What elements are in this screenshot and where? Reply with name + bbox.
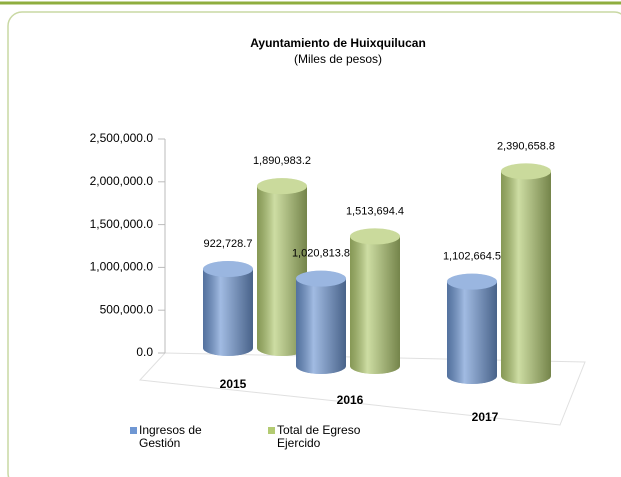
x-tick-label: 2017	[472, 410, 499, 424]
bar-shade	[447, 281, 497, 376]
legend-label: Ingresos de Gestión	[139, 423, 202, 450]
cylinder-top	[447, 273, 497, 290]
bar-shade	[203, 269, 253, 348]
chart-title: Ayuntamiento de Huixquilucan	[250, 36, 426, 50]
cylinder-top	[296, 270, 346, 287]
data-label: 1,020,813.8	[292, 248, 350, 260]
cylinder-top-light	[350, 228, 400, 245]
x-tick-label: 2015	[220, 377, 247, 391]
legend-item: Ingresos de Gestión	[130, 424, 240, 450]
chart-subtitle: (Miles de pesos)	[294, 52, 382, 66]
legend-swatch	[268, 427, 275, 434]
cylinder-top	[257, 178, 307, 195]
cylinder-top	[350, 228, 400, 245]
y-tick-label: 2,500,000.0	[90, 131, 154, 145]
data-label: 1,102,664.5	[443, 251, 501, 263]
bar-shade	[296, 278, 346, 366]
legend-label: Total de Egreso Ejercido	[277, 423, 361, 450]
bar-shade	[350, 236, 400, 366]
bar-shade	[501, 171, 551, 376]
data-label: 1,513,694.4	[346, 205, 404, 217]
data-label: 922,728.7	[204, 238, 253, 250]
cylinder-top	[501, 163, 551, 180]
y-tick-label: 1,000,000.0	[90, 260, 154, 274]
legend-swatch	[130, 427, 137, 434]
y-tick-label: 2,000,000.0	[90, 174, 154, 188]
data-label: 1,890,983.2	[253, 155, 311, 167]
cylinder-top	[203, 261, 253, 278]
legend-item: Total de Egreso Ejercido	[268, 424, 378, 450]
data-label: 2,390,658.8	[497, 140, 555, 152]
y-tick-label: 0.0	[136, 345, 153, 359]
cylinder-top-light	[296, 270, 346, 287]
cylinder-top-light	[447, 273, 497, 290]
cylinder-top-light	[203, 261, 253, 278]
cylinder-top-light	[257, 178, 307, 195]
cylinder-top-light	[501, 163, 551, 180]
x-tick-label: 2016	[337, 393, 364, 407]
y-tick-label: 500,000.0	[100, 302, 154, 316]
y-tick-label: 1,500,000.0	[90, 217, 154, 231]
